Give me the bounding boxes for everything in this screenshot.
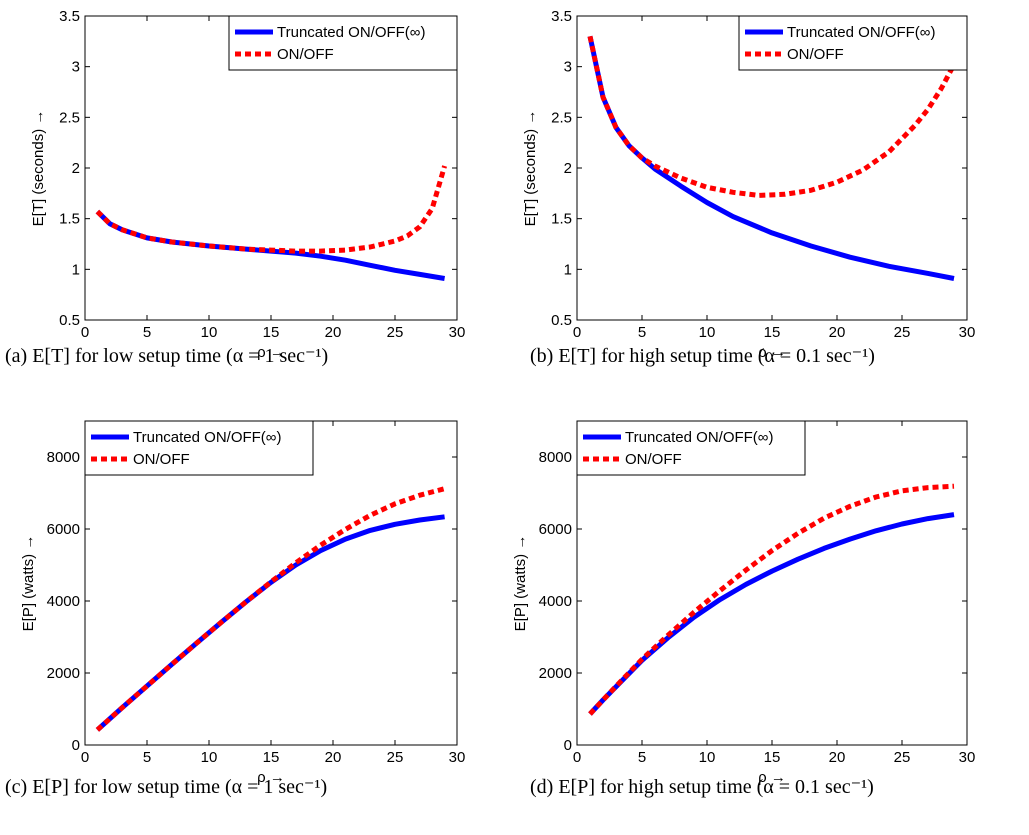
y-tick-label: 4000 [47, 593, 80, 610]
x-tick-label: 25 [894, 749, 911, 766]
y-tick-label: 0.5 [59, 312, 80, 329]
x-tick-label: 10 [699, 324, 716, 341]
legend: Truncated ON/OFF(∞) ON/OFF [738, 15, 968, 71]
y-tick-label: 0 [564, 737, 572, 754]
y-axis-label: E[T] (seconds) → [522, 110, 539, 227]
x-tick-label: 25 [387, 324, 404, 341]
x-tick-label: 25 [894, 324, 911, 341]
chart-panel-1: 0 5 10 15 20 25 30 0.5 1 1.5 2 2.5 3 3.5 ρ → E[T] (seco… [5, 8, 465, 367]
x-tick-label: 30 [449, 749, 466, 766]
series-line-onoff [588, 483, 955, 716]
legend-label: ON/OFF [787, 46, 844, 63]
y-tick-label: 2.5 [551, 109, 572, 126]
x-tick-label: 5 [143, 324, 151, 341]
y-tick-label: 2000 [539, 665, 572, 682]
chart-caption: (d) E[P] for high setup time (α = 0.1 se… [530, 776, 874, 798]
chart-caption: (a) E[T] for low setup time (α = 1 sec⁻¹… [5, 345, 328, 367]
y-tick-label: 1.5 [59, 211, 80, 228]
y-tick-label: 2 [564, 160, 572, 177]
x-tick-label: 25 [387, 749, 404, 766]
legend-box [576, 420, 806, 476]
x-axis-label: ρ → [257, 769, 285, 786]
x-tick-label: 10 [201, 324, 218, 341]
legend-label: ON/OFF [133, 451, 190, 468]
chart-caption: (c) E[P] for low setup time (α = 1 sec⁻¹… [5, 776, 327, 798]
x-tick-label: 20 [325, 324, 342, 341]
y-tick-label: 6000 [47, 521, 80, 538]
y-tick-label: 6000 [539, 521, 572, 538]
legend-label: ON/OFF [625, 451, 682, 468]
legend-box [84, 420, 314, 476]
x-axis-label: ρ → [758, 769, 786, 786]
chart-caption: (b) E[T] for high setup time (α = 0.1 se… [530, 345, 875, 367]
y-tick-label: 0.5 [551, 312, 572, 329]
x-tick-label: 30 [959, 324, 976, 341]
series-line-onoff [95, 165, 447, 254]
x-tick-label: 5 [638, 749, 646, 766]
legend-label: Truncated ON/OFF(∞) [277, 24, 426, 41]
legend-box [228, 15, 458, 71]
series-line-truncated [95, 514, 445, 732]
y-axis-label: E[P] (watts) → [20, 535, 37, 632]
series-line-truncated [95, 209, 446, 281]
x-axis-label: ρ → [758, 344, 786, 361]
x-tick-label: 0 [573, 324, 581, 341]
x-tick-label: 20 [829, 749, 846, 766]
x-tick-label: 20 [325, 749, 342, 766]
chart-panel-2: 0 5 10 15 20 25 30 0.5 1 1.5 2 2.5 3 3.5 ρ → E[T] (seco… [522, 8, 975, 367]
y-tick-label: 1.5 [551, 211, 572, 228]
x-tick-label: 10 [699, 749, 716, 766]
series-line-truncated [587, 35, 955, 281]
x-tick-label: 5 [143, 749, 151, 766]
x-tick-label: 5 [638, 324, 646, 341]
y-tick-label: 1 [72, 261, 80, 278]
x-tick-label: 30 [449, 324, 466, 341]
x-tick-label: 30 [959, 749, 976, 766]
x-tick-label: 10 [201, 749, 218, 766]
x-tick-label: 0 [81, 749, 89, 766]
y-tick-label: 3 [72, 59, 80, 76]
legend-label: ON/OFF [277, 46, 334, 63]
y-tick-label: 8000 [539, 449, 572, 466]
y-tick-label: 3 [564, 59, 572, 76]
y-tick-label: 2.5 [59, 109, 80, 126]
y-axis-label: E[T] (seconds) → [30, 110, 47, 227]
legend-label: Truncated ON/OFF(∞) [787, 24, 936, 41]
x-tick-label: 15 [764, 324, 781, 341]
legend-box [738, 15, 968, 71]
y-tick-label: 3.5 [551, 8, 572, 25]
chart-panel-3: 0 5 10 15 20 25 30 0 2000 4000 6000 8000 ρ → E[P] (wa… [5, 420, 466, 798]
x-tick-label: 15 [764, 749, 781, 766]
legend-label: Truncated ON/OFF(∞) [133, 429, 282, 446]
x-tick-label: 20 [829, 324, 846, 341]
series-line-truncated [588, 512, 955, 716]
chart-panel-4: 0 5 10 15 20 25 30 0 2000 4000 6000 8000 ρ → E[P] (wa… [512, 420, 976, 798]
legend: Truncated ON/OFF(∞) ON/OFF [84, 420, 314, 476]
x-tick-label: 15 [263, 749, 280, 766]
x-tick-label: 15 [263, 324, 280, 341]
legend-label: Truncated ON/OFF(∞) [625, 429, 774, 446]
y-tick-label: 3.5 [59, 8, 80, 25]
y-tick-label: 0 [72, 737, 80, 754]
y-tick-label: 1 [564, 261, 572, 278]
y-axis-label: E[P] (watts) → [512, 535, 529, 632]
y-tick-label: 4000 [539, 593, 572, 610]
x-tick-label: 0 [573, 749, 581, 766]
x-tick-label: 0 [81, 324, 89, 341]
y-tick-label: 2 [72, 160, 80, 177]
x-axis-label: ρ → [257, 344, 285, 361]
y-tick-label: 8000 [47, 449, 80, 466]
legend: Truncated ON/OFF(∞) ON/OFF [228, 15, 458, 71]
y-tick-label: 2000 [47, 665, 80, 682]
legend: Truncated ON/OFF(∞) ON/OFF [576, 420, 806, 476]
